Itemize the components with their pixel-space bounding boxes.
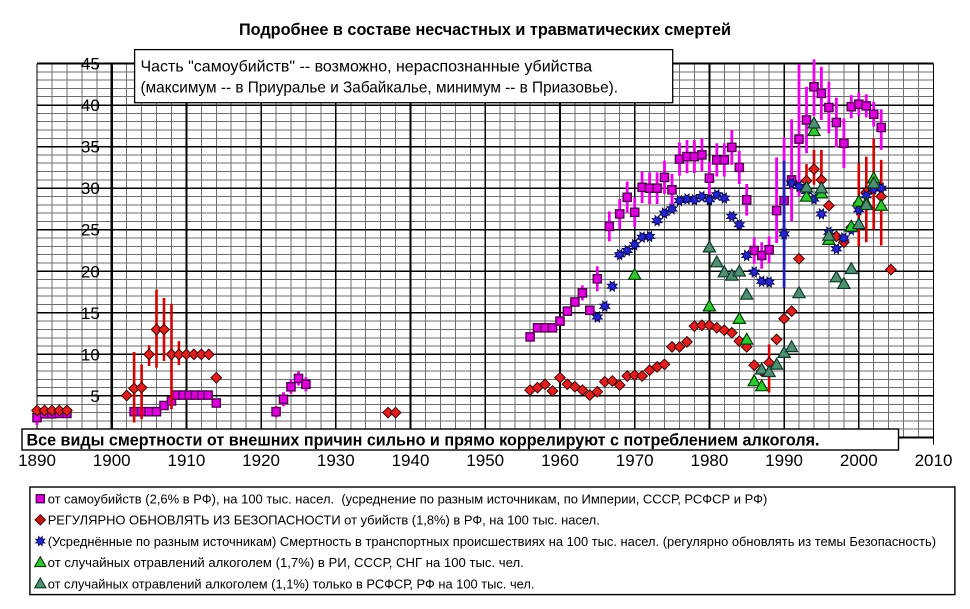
svg-text:Часть "самоубийств" -- возможн: Часть "самоубийств" -- возможно, нераспо…: [141, 59, 593, 76]
svg-text:1980: 1980: [690, 451, 728, 470]
svg-text:(максимум -- в Приуралье и Заб: (максимум -- в Приуралье и Забайкалье, м…: [141, 80, 619, 97]
svg-text:1900: 1900: [93, 451, 131, 470]
svg-text:Подробнее в составе несчастных: Подробнее в составе несчастных и травмат…: [239, 20, 731, 39]
svg-text:1970: 1970: [616, 451, 654, 470]
svg-text:РЕГУЛЯРНО ОБНОВЛЯТЬ ИЗ БЕЗОПАС: РЕГУЛЯРНО ОБНОВЛЯТЬ ИЗ БЕЗОПАСНОСТИ от у…: [48, 513, 600, 528]
svg-text:20: 20: [81, 262, 100, 281]
svg-text:45: 45: [81, 55, 100, 74]
svg-text:2010: 2010: [915, 451, 953, 470]
svg-text:1890: 1890: [18, 451, 56, 470]
svg-text:1910: 1910: [167, 451, 205, 470]
svg-text:5: 5: [90, 387, 99, 406]
svg-text:(Усреднённые по разным источни: (Усреднённые по разным источникам) Смерт…: [48, 534, 936, 549]
svg-text:25: 25: [81, 221, 100, 240]
svg-text:от случайных отравлений алкого: от случайных отравлений алкоголем (1,7%)…: [48, 555, 524, 570]
svg-text:1990: 1990: [765, 451, 803, 470]
svg-text:15: 15: [81, 304, 100, 323]
svg-text:1930: 1930: [317, 451, 355, 470]
svg-text:1960: 1960: [541, 451, 579, 470]
svg-text:от самоубийств (2,6% в РФ), на: от самоубийств (2,6% в РФ), на 100 тыс. …: [48, 492, 768, 507]
svg-text:2000: 2000: [840, 451, 878, 470]
svg-text:Все виды смертности от внешних: Все виды смертности от внешних причин си…: [27, 432, 820, 450]
svg-text:1950: 1950: [466, 451, 504, 470]
svg-text:35: 35: [81, 138, 100, 157]
svg-text:от случайных отравлений алкого: от случайных отравлений алкоголем (1,1%)…: [48, 576, 535, 591]
svg-text:1940: 1940: [392, 451, 430, 470]
svg-text:30: 30: [81, 179, 100, 198]
svg-text:40: 40: [81, 96, 100, 115]
svg-text:10: 10: [81, 345, 100, 364]
svg-text:1920: 1920: [242, 451, 280, 470]
